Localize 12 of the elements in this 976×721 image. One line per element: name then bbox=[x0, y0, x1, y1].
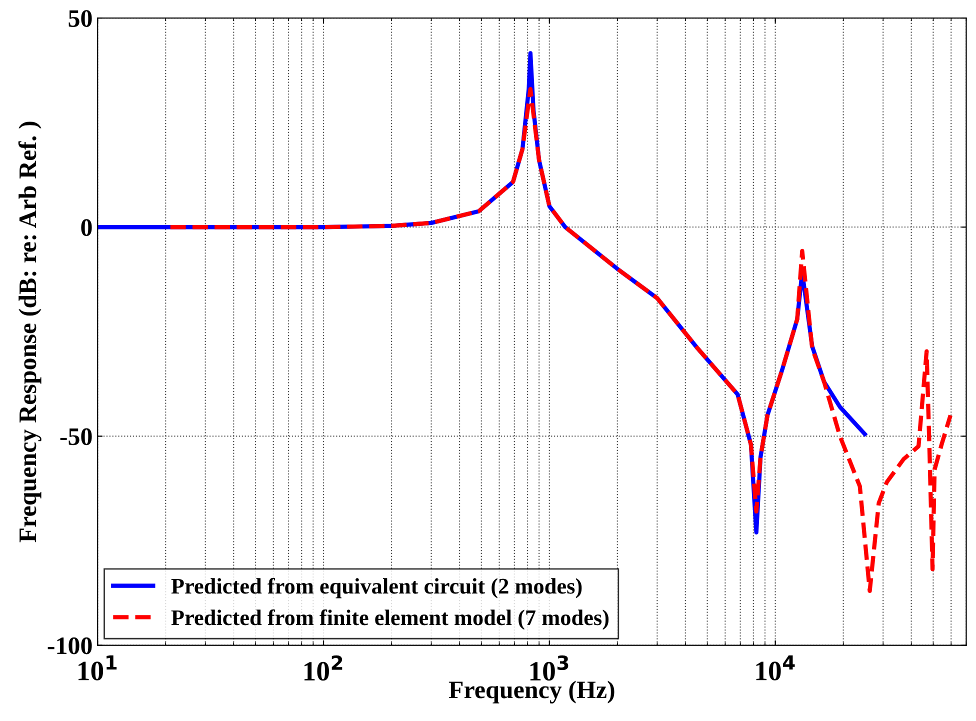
y-tick-label: 0 bbox=[81, 219, 92, 236]
x-tick-label: 10$^{1}$ bbox=[78, 655, 117, 680]
x-tick-label: 10$^{3}$ bbox=[530, 655, 568, 681]
y-tick-label: -50 bbox=[60, 428, 92, 446]
x-tick-label: 10$^{4}$ bbox=[756, 655, 795, 680]
x-axis-title: Frequency (Hz) bbox=[448, 680, 614, 704]
y-axis-title: Frequency Response (dB: re: Arb Ref. ) bbox=[18, 122, 42, 542]
y-tick-label: -100 bbox=[48, 637, 92, 654]
legend-label: Predicted from finite element model (7 modes) bbox=[171, 609, 609, 630]
legend-label: Predicted from equivalent circuit (2 modes) bbox=[171, 578, 582, 598]
y-tick-label: 50 bbox=[68, 10, 92, 27]
x-tick-label: 10$^{2}$ bbox=[304, 655, 342, 681]
